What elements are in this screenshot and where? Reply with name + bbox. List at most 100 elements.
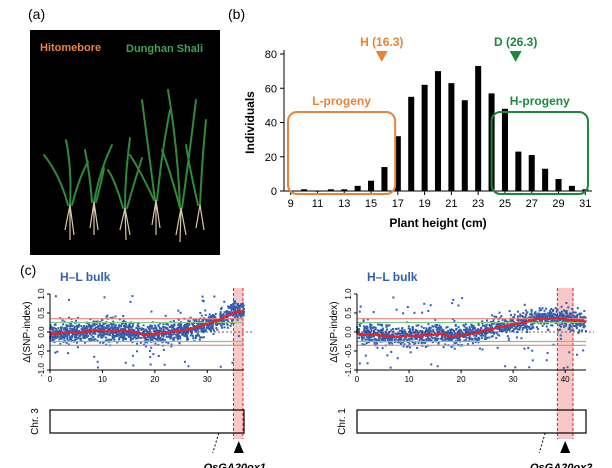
snp-point bbox=[189, 320, 192, 323]
snp-point bbox=[96, 326, 99, 329]
snp-point bbox=[230, 306, 233, 309]
snp-point bbox=[399, 340, 402, 343]
snp-point bbox=[520, 319, 523, 322]
snp-point bbox=[568, 326, 571, 329]
snp-point bbox=[92, 336, 95, 339]
x-tick-label: 31 bbox=[579, 198, 591, 210]
snp-point bbox=[220, 316, 223, 319]
snp-point bbox=[387, 340, 390, 343]
snp-point bbox=[495, 331, 498, 334]
snp-point bbox=[114, 324, 117, 327]
snp-point bbox=[167, 333, 170, 336]
snp-point bbox=[208, 319, 211, 322]
snp-point bbox=[564, 324, 567, 327]
snp-point bbox=[368, 331, 371, 334]
snp-point bbox=[545, 316, 548, 319]
snp-point bbox=[107, 338, 110, 341]
snp-point bbox=[164, 330, 167, 333]
snp-point bbox=[76, 332, 79, 335]
snp-point bbox=[189, 328, 192, 331]
snp-point bbox=[409, 329, 412, 332]
snp-point bbox=[456, 338, 459, 341]
snp-point bbox=[73, 336, 76, 339]
snp-point bbox=[410, 335, 413, 338]
snp-point bbox=[449, 339, 452, 342]
snp-point bbox=[464, 331, 467, 334]
snp-point bbox=[207, 327, 210, 330]
snp-point bbox=[443, 336, 446, 339]
snp-point bbox=[210, 323, 213, 326]
snp-point bbox=[428, 338, 431, 341]
snp-point bbox=[148, 335, 151, 338]
snp-point bbox=[227, 315, 230, 318]
snp-point bbox=[226, 323, 229, 326]
snp-point bbox=[372, 334, 375, 337]
snp-point bbox=[76, 331, 79, 334]
chromosome-label: Chr. 1 bbox=[337, 408, 348, 435]
snp-point bbox=[241, 313, 244, 316]
snp-point bbox=[491, 329, 494, 332]
snp-point bbox=[375, 341, 378, 344]
snp-point bbox=[65, 341, 68, 344]
snp-point bbox=[84, 331, 87, 334]
snp-point bbox=[446, 333, 449, 336]
snp-point bbox=[533, 316, 536, 319]
snp-point bbox=[127, 335, 130, 338]
snp-point bbox=[133, 329, 136, 332]
snp-point bbox=[120, 328, 123, 331]
snp-point bbox=[472, 328, 475, 331]
snp-point bbox=[221, 313, 224, 316]
snp-point bbox=[102, 333, 105, 336]
snp-point bbox=[556, 316, 559, 319]
snp-point bbox=[127, 335, 130, 338]
snp-point bbox=[382, 336, 385, 339]
snp-point bbox=[545, 319, 548, 322]
snp-point bbox=[411, 325, 414, 328]
snp-point bbox=[81, 329, 84, 332]
snp-point bbox=[66, 329, 69, 332]
y-tick-label: -0.5 bbox=[344, 344, 353, 358]
snp-point bbox=[374, 338, 377, 341]
snp-point bbox=[162, 329, 165, 332]
snp-point bbox=[417, 333, 420, 336]
snp-point bbox=[242, 313, 245, 316]
snp-point bbox=[361, 339, 364, 342]
snp-point bbox=[132, 364, 135, 367]
snp-point bbox=[380, 329, 383, 332]
snp-point bbox=[198, 327, 201, 330]
snp-point bbox=[64, 330, 67, 333]
snp-point bbox=[458, 331, 461, 334]
snp-point bbox=[99, 329, 102, 332]
snp-point bbox=[96, 360, 99, 363]
snp-point bbox=[236, 318, 239, 321]
snp-point bbox=[380, 334, 383, 337]
snp-point bbox=[518, 328, 521, 331]
snp-point bbox=[376, 332, 379, 335]
snp-point bbox=[160, 330, 163, 333]
snp-point bbox=[448, 338, 451, 341]
snp-point bbox=[415, 333, 418, 336]
snp-point bbox=[402, 339, 405, 342]
snp-point bbox=[92, 332, 95, 335]
snp-point bbox=[114, 326, 117, 329]
snp-point bbox=[569, 319, 572, 322]
snp-point bbox=[80, 328, 83, 331]
snp-point bbox=[580, 312, 583, 315]
snp-point bbox=[211, 323, 214, 326]
snp-point bbox=[104, 322, 107, 325]
snp-point bbox=[192, 328, 195, 331]
snp-point bbox=[415, 335, 418, 338]
snp-point bbox=[580, 317, 583, 320]
snp-point bbox=[74, 319, 77, 322]
snp-point bbox=[175, 330, 178, 333]
snp-point bbox=[123, 334, 126, 337]
snp-point bbox=[189, 331, 192, 334]
snp-point bbox=[227, 305, 230, 308]
snp-point bbox=[383, 338, 386, 341]
snp-point bbox=[230, 308, 233, 311]
snp-point bbox=[556, 308, 559, 311]
snp-point bbox=[88, 338, 91, 341]
snp-point bbox=[183, 330, 186, 333]
snp-point bbox=[387, 332, 390, 335]
snp-point bbox=[117, 326, 120, 329]
